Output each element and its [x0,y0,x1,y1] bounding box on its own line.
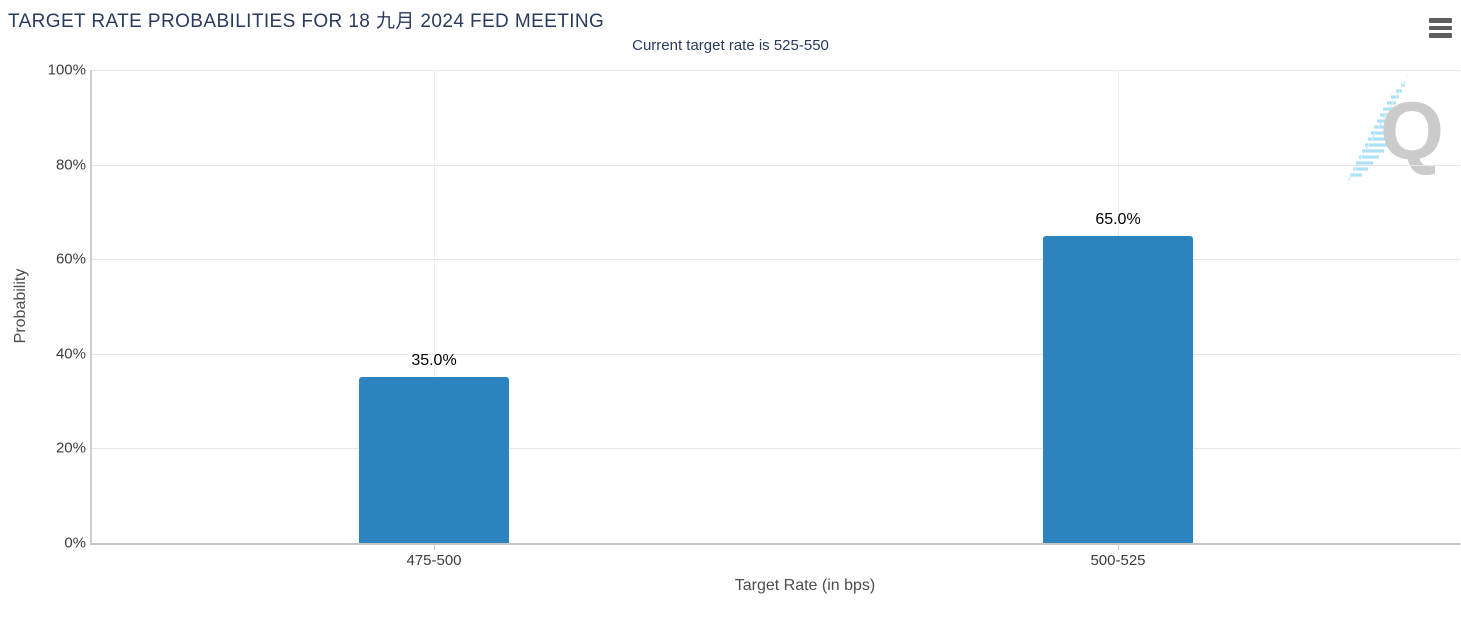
y-axis-title: Probability [12,268,29,344]
y-tick-label-100: 100% [47,61,86,79]
bar-value-label-500-525: 65.0% [1095,210,1141,228]
y-tick-label-40: 40% [55,345,86,363]
bar-value-label-475-500: 35.0% [411,352,457,370]
watermark-hatch-stripes [1350,83,1405,177]
watermark-q-logo: Q [1347,75,1444,182]
x-gridline-475-500 [434,70,435,543]
chart-subtitle: Current target rate is 525-550 [632,37,829,54]
y-gridline-60 [92,259,1460,261]
y-tick-label-0: 0% [64,534,86,552]
chart-title: TARGET RATE PROBABILITIES FOR 18 九月 2024… [8,11,605,32]
chart-context-menu-button[interactable] [1426,15,1454,41]
y-tick-label-80: 80% [55,156,86,174]
bar-475-500[interactable] [359,377,509,543]
y-gridline-100 [92,70,1460,71]
x-tick-500-525 [1118,543,1119,550]
x-axis-title: Target Rate (in bps) [734,577,876,594]
y-tick-label-20: 20% [55,439,86,457]
y-gridline-20 [92,448,1460,450]
x-tick-label-475-500: 475-500 [406,552,462,569]
x-tick-label-500-525: 500-525 [1090,552,1146,569]
y-gridline-40 [92,353,1460,355]
y-gridline-80 [92,164,1460,166]
x-tick-475-500 [434,543,435,550]
watermark-letter: Q [1380,86,1444,177]
plot-area: Q 0% 20% 40% 60% 80% 100% 35.0% 475-500 65.0% 500… [48,62,1460,569]
bar-500-525[interactable] [1043,235,1193,543]
y-tick-label-60: 60% [55,250,86,268]
